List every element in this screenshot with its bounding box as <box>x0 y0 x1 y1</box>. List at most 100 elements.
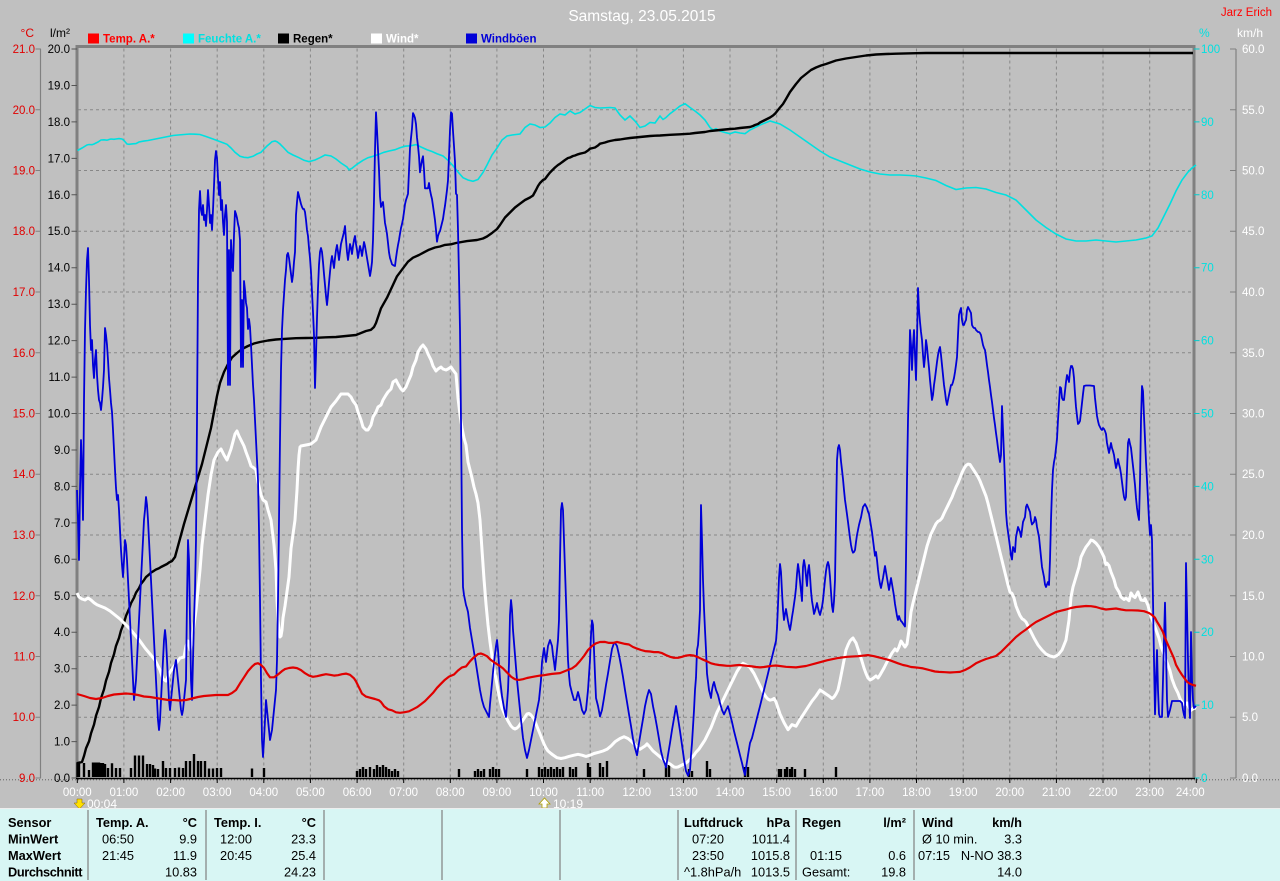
svg-text:14:00: 14:00 <box>716 787 745 799</box>
svg-text:0.0: 0.0 <box>54 773 70 785</box>
svg-text:10.83: 10.83 <box>165 865 197 880</box>
svg-text:Regen*: Regen* <box>293 34 333 46</box>
svg-text:1.0: 1.0 <box>54 737 70 749</box>
svg-text:Feuchte A.*: Feuchte A.* <box>198 34 261 46</box>
svg-text:23:00: 23:00 <box>1135 787 1164 799</box>
svg-text:35.0: 35.0 <box>1242 348 1264 360</box>
svg-text:24:00: 24:00 <box>1176 787 1205 799</box>
svg-text:7.0: 7.0 <box>54 518 70 530</box>
svg-text:1015.8: 1015.8 <box>751 848 790 863</box>
svg-text:0: 0 <box>1201 773 1207 785</box>
svg-text:Wind*: Wind* <box>386 34 419 46</box>
svg-text:08:00: 08:00 <box>436 787 465 799</box>
svg-text:80: 80 <box>1201 190 1214 202</box>
svg-text:Durchschnitt: Durchschnitt <box>8 865 83 880</box>
svg-text:16.0: 16.0 <box>48 190 70 202</box>
svg-text:12:00: 12:00 <box>622 787 651 799</box>
svg-text:Sensor: Sensor <box>8 815 51 830</box>
svg-text:03:00: 03:00 <box>203 787 232 799</box>
svg-text:4.0: 4.0 <box>54 627 70 639</box>
svg-text:Gesamt:: Gesamt: <box>802 865 850 880</box>
svg-text:00:04: 00:04 <box>87 797 117 811</box>
svg-text:Luftdruck: Luftdruck <box>684 815 744 830</box>
svg-text:24.23: 24.23 <box>284 865 316 880</box>
svg-text:9.9: 9.9 <box>179 832 197 847</box>
svg-text:90: 90 <box>1201 117 1214 129</box>
svg-text:17.0: 17.0 <box>13 287 35 299</box>
svg-text:60.0: 60.0 <box>1242 44 1264 56</box>
svg-text:20.0: 20.0 <box>13 105 35 117</box>
svg-text:Jarz Erich: Jarz Erich <box>1221 7 1272 19</box>
svg-text:20.0: 20.0 <box>1242 530 1264 542</box>
svg-text:06:00: 06:00 <box>343 787 372 799</box>
svg-text:Windböen: Windböen <box>481 34 536 46</box>
svg-text:23.3: 23.3 <box>291 832 316 847</box>
svg-text:Temp. A.*: Temp. A.* <box>103 34 155 46</box>
svg-text:07:00: 07:00 <box>389 787 418 799</box>
svg-text:04:00: 04:00 <box>249 787 278 799</box>
svg-text:10.0: 10.0 <box>48 409 70 421</box>
svg-text:19.0: 19.0 <box>48 81 70 93</box>
svg-text:50.0: 50.0 <box>1242 166 1264 178</box>
svg-text:45.0: 45.0 <box>1242 226 1264 238</box>
svg-text:22:00: 22:00 <box>1089 787 1118 799</box>
svg-text:3.3: 3.3 <box>1004 832 1022 847</box>
svg-text:11.0: 11.0 <box>13 652 35 664</box>
svg-text:25.0: 25.0 <box>1242 469 1264 481</box>
svg-text:25.4: 25.4 <box>291 848 316 863</box>
svg-text:07:20: 07:20 <box>692 832 724 847</box>
svg-text:09:00: 09:00 <box>483 787 512 799</box>
svg-text:^1.8hPa/h: ^1.8hPa/h <box>684 865 741 880</box>
svg-text:13.0: 13.0 <box>13 530 35 542</box>
svg-text:MaxWert: MaxWert <box>8 848 62 863</box>
svg-text:40: 40 <box>1201 481 1214 493</box>
svg-text:Regen: Regen <box>802 815 841 830</box>
svg-text:9.0: 9.0 <box>54 445 70 457</box>
svg-text:13.0: 13.0 <box>48 299 70 311</box>
svg-text:10:19: 10:19 <box>553 797 583 811</box>
svg-text:30: 30 <box>1201 554 1214 566</box>
svg-text:40.0: 40.0 <box>1242 287 1264 299</box>
svg-text:l/m²: l/m² <box>883 815 906 830</box>
svg-text:00:00: 00:00 <box>63 787 92 799</box>
svg-text:15.0: 15.0 <box>13 409 35 421</box>
svg-text:20: 20 <box>1201 627 1214 639</box>
svg-text:19.0: 19.0 <box>13 166 35 178</box>
svg-text:12.0: 12.0 <box>48 336 70 348</box>
svg-text:3.0: 3.0 <box>54 664 70 676</box>
svg-text:60: 60 <box>1201 336 1214 348</box>
svg-text:10.0: 10.0 <box>1242 652 1264 664</box>
svg-text:11:00: 11:00 <box>576 787 604 799</box>
svg-text:hPa: hPa <box>767 815 791 830</box>
svg-text:21:45: 21:45 <box>102 848 134 863</box>
svg-text:km/h: km/h <box>992 815 1022 830</box>
svg-text:1011.4: 1011.4 <box>752 832 790 847</box>
svg-text:01:00: 01:00 <box>110 787 139 799</box>
svg-text:05:00: 05:00 <box>296 787 325 799</box>
svg-text:02:00: 02:00 <box>156 787 185 799</box>
svg-text:15.0: 15.0 <box>48 226 70 238</box>
svg-text:8.0: 8.0 <box>54 481 70 493</box>
svg-text:30.0: 30.0 <box>1242 409 1264 421</box>
svg-text:%: % <box>1199 26 1210 40</box>
svg-text:0.0: 0.0 <box>1242 773 1258 785</box>
svg-text:N-NO 38.3: N-NO 38.3 <box>961 848 1022 863</box>
svg-text:15:00: 15:00 <box>762 787 791 799</box>
svg-text:10: 10 <box>1201 700 1214 712</box>
svg-text:Temp. I.: Temp. I. <box>214 815 261 830</box>
svg-text:6.0: 6.0 <box>54 554 70 566</box>
svg-text:Temp. A.: Temp. A. <box>96 815 149 830</box>
svg-text:5.0: 5.0 <box>54 591 70 603</box>
svg-text:km/h: km/h <box>1237 26 1263 40</box>
svg-text:100: 100 <box>1201 44 1220 56</box>
svg-text:70: 70 <box>1201 263 1214 275</box>
svg-text:Ø 10 min.: Ø 10 min. <box>922 832 977 847</box>
svg-text:19.8: 19.8 <box>881 865 906 880</box>
svg-text:Wind: Wind <box>922 815 953 830</box>
svg-text:16:00: 16:00 <box>809 787 838 799</box>
svg-text:10.0: 10.0 <box>13 712 35 724</box>
svg-text:10:00: 10:00 <box>529 787 558 799</box>
svg-text:15.0: 15.0 <box>1242 591 1264 603</box>
svg-text:17:00: 17:00 <box>856 787 885 799</box>
svg-text:17.0: 17.0 <box>48 153 70 165</box>
